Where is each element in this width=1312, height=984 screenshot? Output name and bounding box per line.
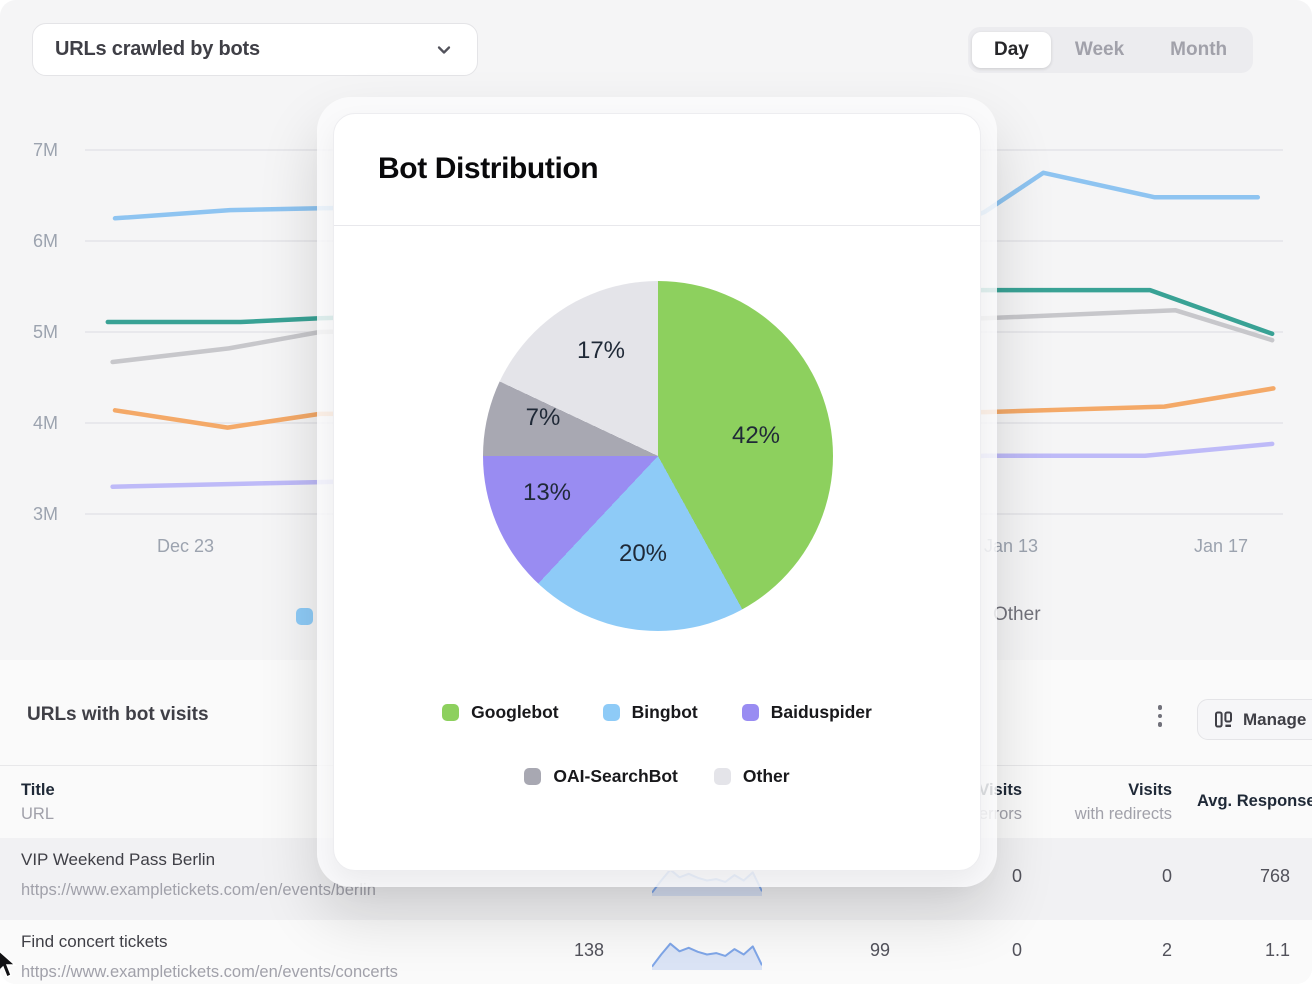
column-header-avg-response: Avg. Response [1197, 792, 1312, 810]
toggle-day[interactable]: Day [972, 32, 1051, 68]
column-header-visits-redirects: Visits with redirects [1074, 781, 1172, 823]
mouse-cursor-icon [0, 950, 17, 978]
row-url[interactable]: https://www.exampletickets.com/en/events… [21, 963, 398, 981]
pie-slice-label-oai-searchbot: 7% [525, 404, 561, 431]
legend-item-oai-searchbot[interactable]: OAI-SearchBot [524, 766, 678, 787]
divider [334, 225, 980, 226]
pie-legend-row: Googlebot Bingbot Baiduspider [334, 702, 980, 723]
legend-item-baiduspider[interactable]: Baiduspider [741, 702, 872, 723]
cell-visits-redirects: 0 [1161, 866, 1172, 886]
visits-sparkline [652, 942, 762, 970]
pie-slice-label-baiduspider: 13% [522, 479, 572, 506]
pie-slice-label-googlebot: 42% [731, 422, 781, 449]
cell-metric: 138 [573, 940, 604, 960]
chevron-down-icon [437, 45, 451, 54]
cell-avg-response: 768 [1259, 866, 1290, 886]
time-range-toggle: Day Week Month [968, 27, 1254, 73]
cell-metric: 99 [869, 940, 890, 960]
legend-item-googlebot[interactable]: Googlebot [442, 702, 559, 723]
row-title: VIP Weekend Pass Berlin [21, 850, 216, 869]
legend-swatch [741, 704, 759, 721]
legend-swatch [442, 704, 460, 721]
legend-item-other[interactable]: Other [993, 604, 1041, 625]
y-tick: 7M [32, 140, 58, 160]
row-title: Find concert tickets [21, 932, 168, 951]
toggle-week[interactable]: Week [1074, 39, 1125, 60]
metric-dropdown-label: URLs crawled by bots [55, 38, 260, 60]
modal-card: Bot Distribution 42% 20% 13% 7% 17% Goog… [333, 113, 981, 871]
manage-columns-button[interactable]: Manage [1197, 699, 1312, 740]
pie-chart: 42% 20% 13% 7% 17% [483, 281, 833, 631]
row-url[interactable]: https://www.exampletickets.com/en/events… [21, 881, 376, 899]
legend-item-other[interactable]: Other [713, 766, 790, 787]
column-header-title: Title URL [21, 781, 55, 823]
x-tick: Jan 13 [984, 536, 1039, 556]
kebab-menu-icon[interactable] [1148, 700, 1172, 732]
cell-visits-errors: 0 [1011, 940, 1022, 960]
pie-legend-row: OAI-SearchBot Other [334, 766, 980, 787]
y-tick: 3M [32, 504, 58, 524]
section-title: URLs with bot visits [27, 704, 209, 725]
y-tick: 5M [32, 322, 58, 342]
legend-swatch [713, 768, 731, 785]
cell-avg-response: 1.1 [1264, 940, 1290, 960]
x-tick: Dec 23 [157, 536, 215, 556]
toggle-month[interactable]: Month [1170, 39, 1228, 60]
pie-slice-label-bingbot: 20% [618, 540, 668, 567]
columns-icon [1215, 711, 1232, 728]
y-tick: 4M [32, 413, 58, 433]
legend-swatch [602, 704, 620, 721]
legend-swatch [524, 768, 542, 785]
cell-visits-redirects: 2 [1161, 940, 1172, 960]
bot-distribution-modal: Bot Distribution 42% 20% 13% 7% 17% Goog… [317, 97, 997, 887]
table-row[interactable]: Find concert tickets https://www.example… [0, 920, 1312, 984]
metric-dropdown[interactable]: URLs crawled by bots [32, 23, 478, 76]
pie-slice-label-other: 17% [576, 337, 626, 364]
manage-button-label: Manage [1243, 709, 1307, 729]
y-tick: 6M [32, 231, 58, 251]
legend-swatch[interactable] [296, 608, 313, 625]
legend-item-bingbot[interactable]: Bingbot [602, 702, 698, 723]
modal-title: Bot Distribution [378, 152, 599, 185]
pie-circle [483, 281, 833, 631]
x-tick: Jan 17 [1194, 536, 1249, 556]
cell-visits-errors: 0 [1011, 866, 1022, 886]
